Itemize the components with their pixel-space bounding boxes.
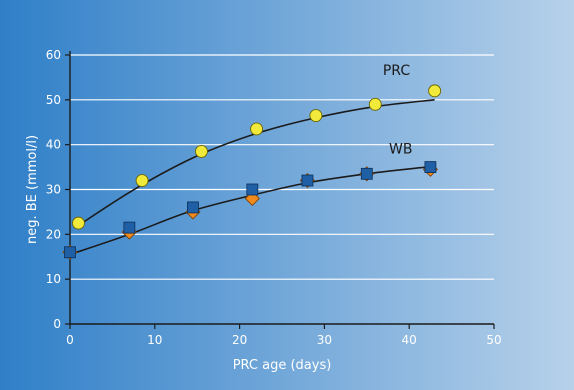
- prc-point-3: [250, 122, 264, 136]
- x-tick-label-20: 20: [232, 333, 247, 347]
- y-tick-label-0: 0: [53, 317, 61, 331]
- x-tick-label-40: 40: [402, 333, 417, 347]
- y-tick-label-50: 50: [46, 93, 61, 107]
- wb-point-6: [424, 161, 437, 173]
- x-tick-label-10: 10: [147, 333, 162, 347]
- wb-point-1: [123, 221, 136, 234]
- wb-point-4: [301, 174, 314, 187]
- x-axis-title: PRC age (days): [233, 358, 332, 373]
- wb-point-2: [187, 201, 199, 214]
- fit-line-series-0: [78, 99, 435, 227]
- y-tick-label-10: 10: [46, 272, 61, 286]
- series-label-wb: WB: [389, 142, 412, 158]
- prc-point-2: [194, 144, 208, 158]
- x-tick-label-50: 50: [486, 333, 501, 347]
- labels-layer: neg. BE (mmol/l) PRC age (days) PRC WB: [25, 63, 412, 373]
- y-axis-title: neg. BE (mmol/l): [25, 135, 40, 244]
- x-tick-label-30: 30: [317, 333, 332, 347]
- fit-line-series-1: [69, 166, 427, 256]
- wb-point-0: [64, 246, 76, 259]
- y-tick-label-40: 40: [46, 138, 61, 152]
- points-layer: [62, 84, 442, 260]
- x-tick-label-0: 0: [66, 333, 74, 347]
- y-tick-label-60: 60: [46, 48, 61, 62]
- series-label-prc: PRC: [383, 63, 410, 79]
- grid-layer: [70, 54, 494, 280]
- wb-point-3: [246, 183, 259, 196]
- y-tick-label-30: 30: [46, 183, 61, 197]
- prc-point-4: [309, 109, 323, 122]
- wb-point-5: [360, 167, 373, 180]
- prc-point-6: [428, 84, 442, 98]
- axes-layer: 0 10 20 30 40 50 60 0 10 20 30 40 50: [46, 48, 502, 347]
- prc-point-1: [135, 174, 149, 187]
- y-tick-label-20: 20: [46, 227, 61, 241]
- prc-point-0: [72, 216, 85, 230]
- prc-point-5: [368, 97, 382, 111]
